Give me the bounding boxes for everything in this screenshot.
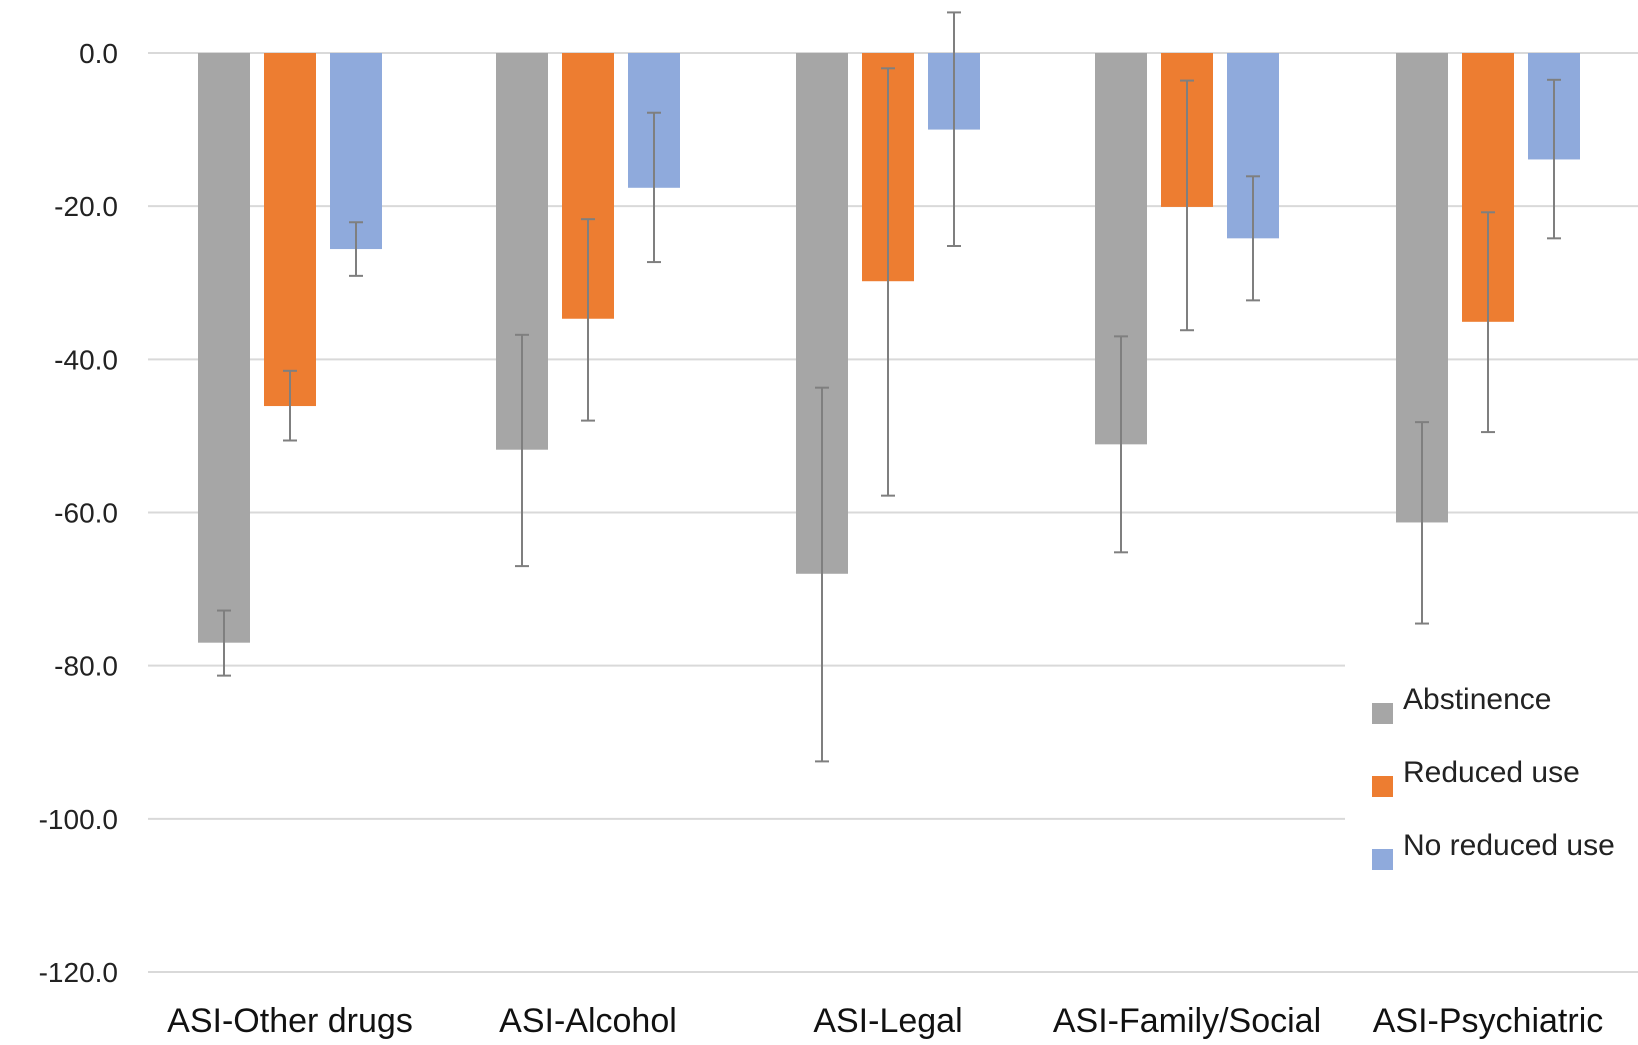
- x-axis-categories: ASI-Other drugs ASI-Alcohol ASI-Legal AS…: [167, 1002, 1603, 1040]
- category-label: ASI-Psychiatric: [1373, 1002, 1604, 1040]
- category-label: ASI-Other drugs: [167, 1002, 413, 1040]
- legend-label: No reduced use: [1403, 829, 1615, 862]
- bars: [198, 53, 1580, 643]
- y-tick-label: -120.0: [39, 957, 118, 988]
- legend-swatch-reduced-use: [1372, 776, 1393, 797]
- gridlines: [148, 52, 1638, 973]
- legend-label: Abstinence: [1403, 683, 1551, 716]
- bar: [264, 53, 316, 407]
- error-bars: [217, 11, 1561, 763]
- y-tick-label: -100.0: [39, 804, 118, 835]
- category-label: ASI-Alcohol: [499, 1002, 677, 1040]
- legend-swatch-no-reduced-use: [1372, 849, 1393, 870]
- y-tick-label: -60.0: [54, 498, 118, 529]
- legend-swatch-abstinence: [1372, 703, 1393, 724]
- category-label: ASI-Legal: [813, 1002, 962, 1040]
- legend-label: Reduced use: [1403, 756, 1580, 789]
- y-tick-label: 0.0: [79, 38, 118, 69]
- y-tick-label: -40.0: [54, 344, 118, 375]
- bar: [330, 53, 382, 250]
- y-tick-label: -20.0: [54, 191, 118, 222]
- y-axis-ticks: 0.0 -20.0 -40.0 -60.0 -80.0 -100.0 -120.…: [39, 38, 118, 988]
- category-label: ASI-Family/Social: [1053, 1002, 1321, 1040]
- legend: Abstinence Reduced use No reduced use: [1372, 683, 1615, 870]
- bar: [198, 53, 250, 643]
- y-tick-label: -80.0: [54, 651, 118, 682]
